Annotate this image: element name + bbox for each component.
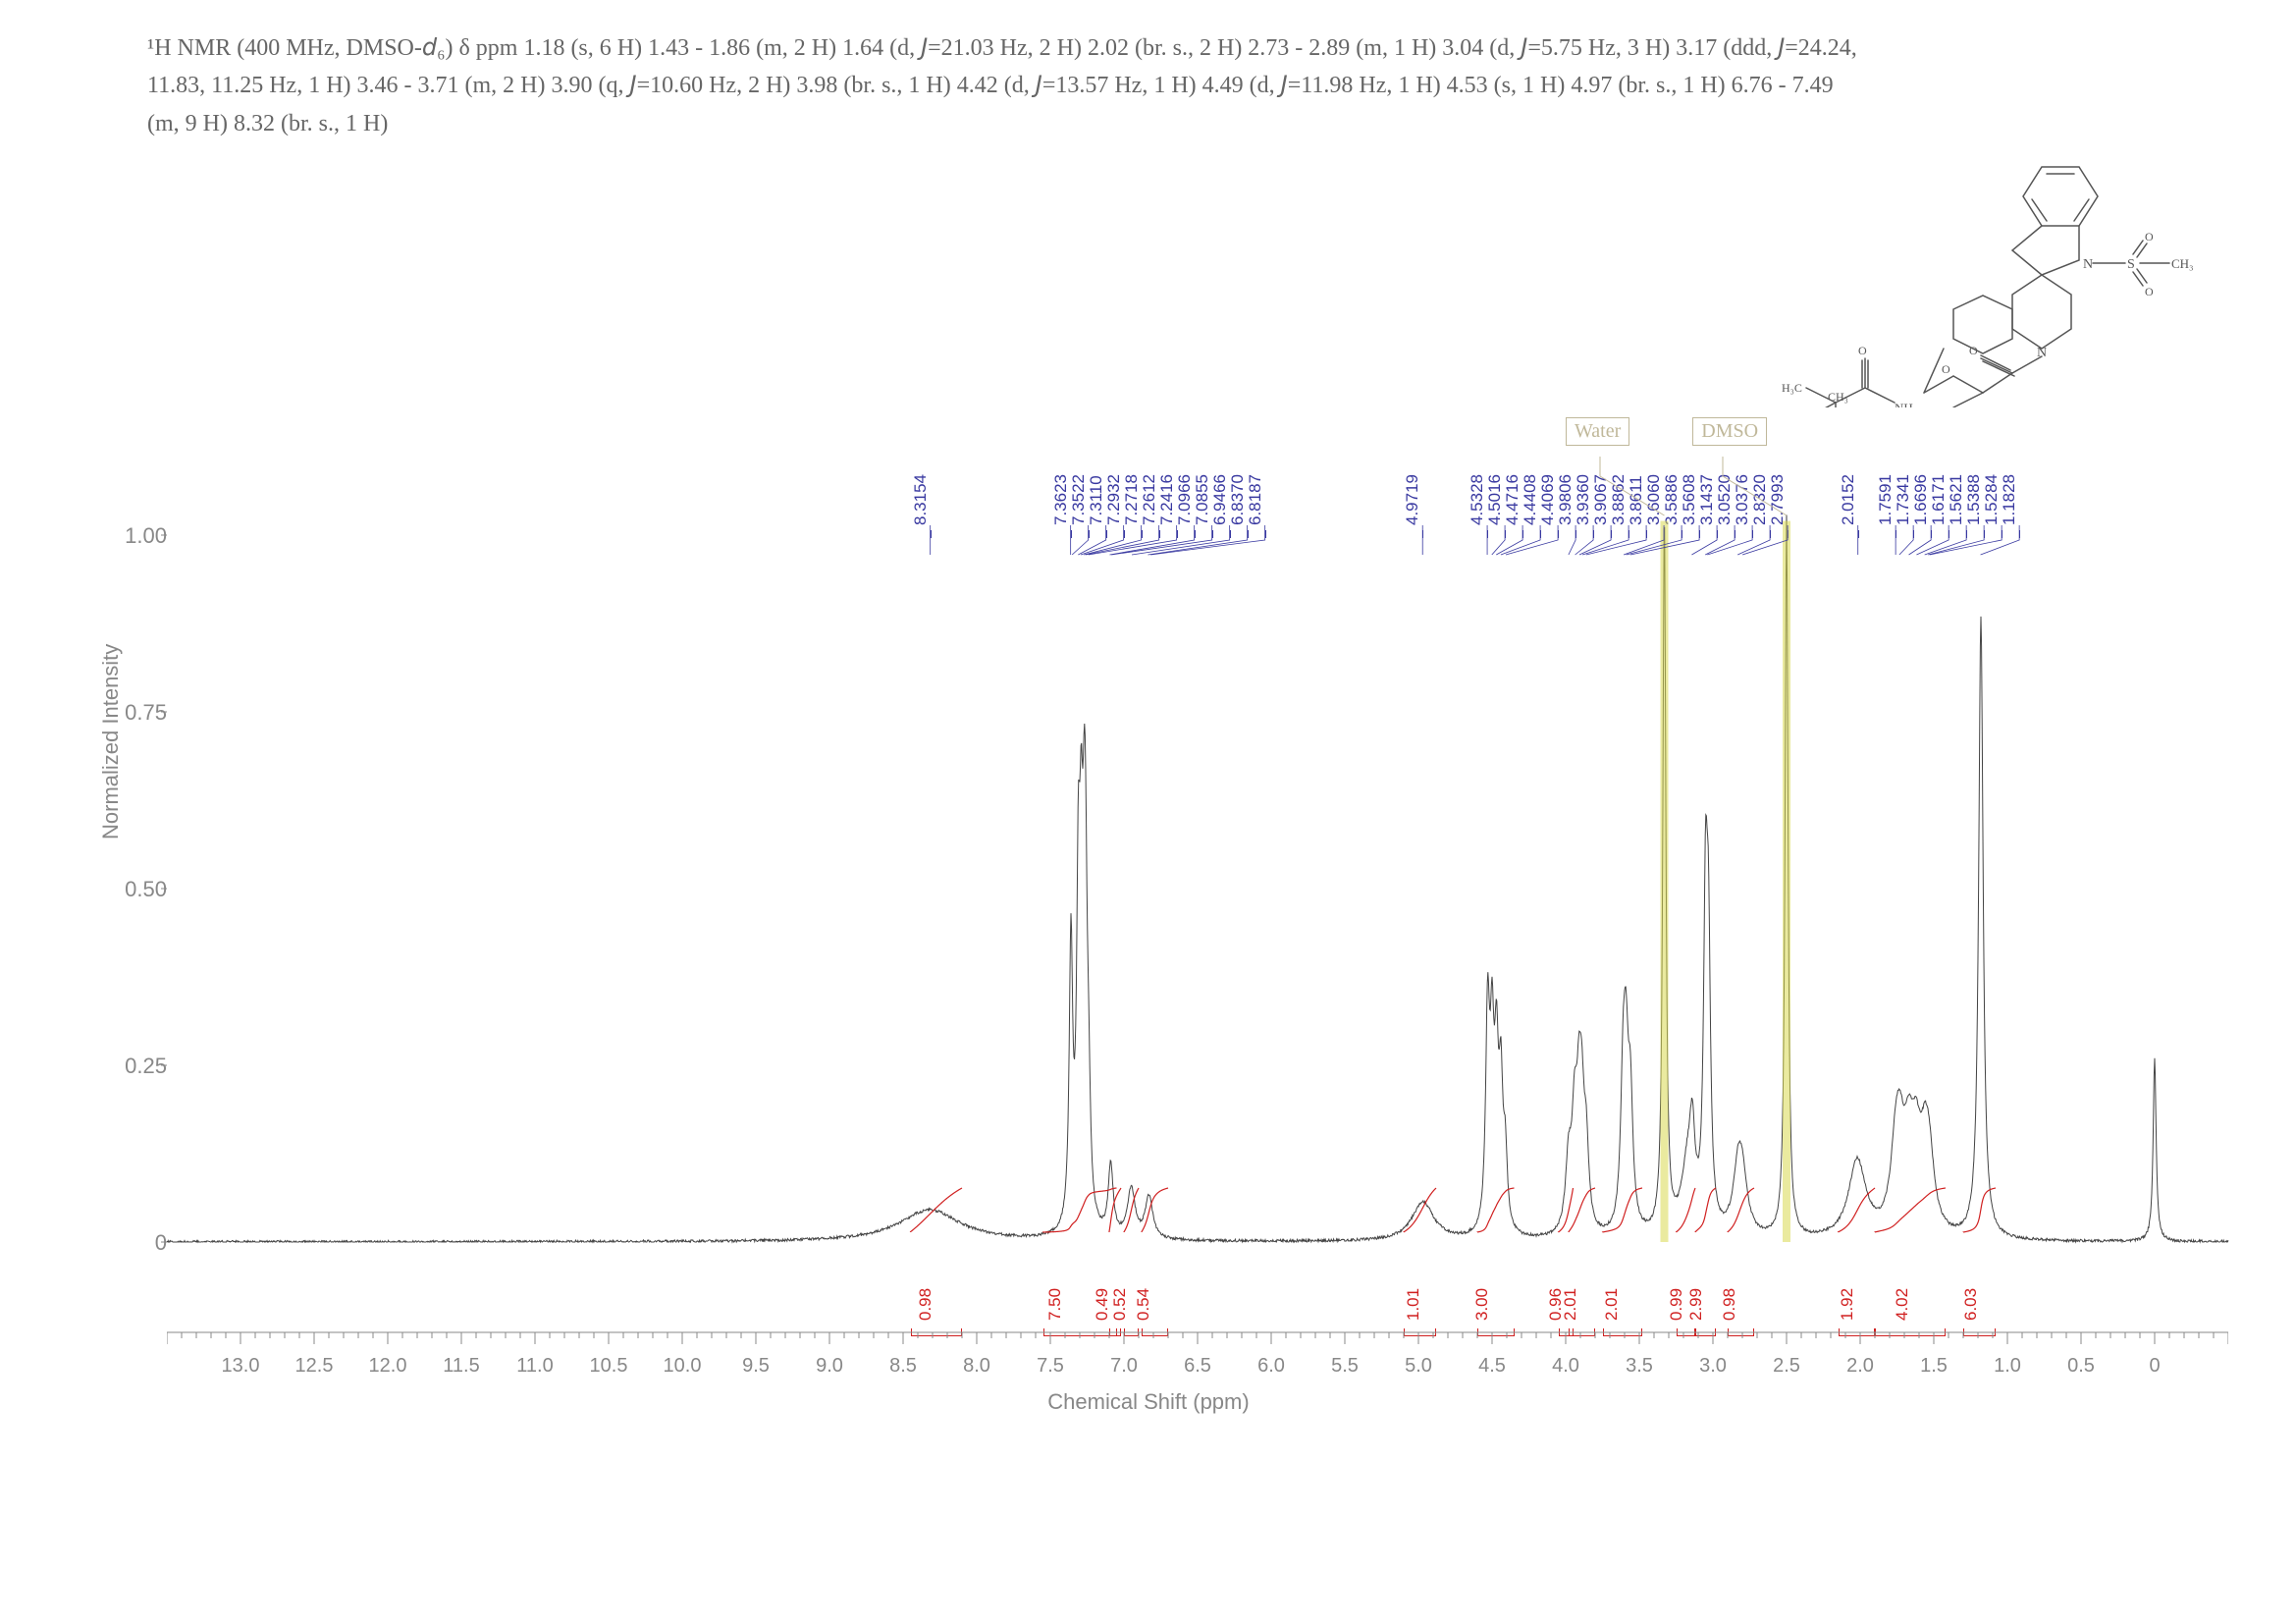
integration-value: 6.03 — [1961, 1288, 1981, 1321]
x-tick-label: 2.0 — [1846, 1355, 1874, 1378]
svg-text:O: O — [1942, 362, 1950, 376]
x-tick-label: 6.0 — [1257, 1355, 1285, 1378]
y-tick-label: 0.25 — [125, 1054, 167, 1079]
x-tick-label: 12.5 — [295, 1355, 334, 1378]
x-tick-label: 2.5 — [1773, 1355, 1800, 1378]
x-tick-label: 11.5 — [443, 1355, 479, 1378]
x-tick-label: 3.5 — [1626, 1355, 1653, 1378]
x-tick-label: 3.0 — [1699, 1355, 1727, 1378]
integration-value: 2.01 — [1602, 1288, 1622, 1321]
x-tick-label: 5.5 — [1331, 1355, 1359, 1378]
integration-value: 0.52 — [1110, 1288, 1130, 1321]
x-tick-label: 7.5 — [1037, 1355, 1064, 1378]
integration-value: 0.49 — [1093, 1288, 1112, 1321]
integration-value: 7.50 — [1045, 1288, 1065, 1321]
y-tick-label: 0 — [155, 1230, 167, 1256]
integration-value: 3.00 — [1472, 1288, 1492, 1321]
svg-text:CH₃: CH₃ — [2171, 256, 2194, 271]
svg-text:CH₃: CH₃ — [1828, 390, 1848, 404]
svg-text:O: O — [2145, 285, 2154, 298]
x-tick-label: 4.5 — [1478, 1355, 1506, 1378]
integration-value: 0.99 — [1667, 1288, 1686, 1321]
integration-value: 2.01 — [1561, 1288, 1580, 1321]
x-tick-label: 10.0 — [664, 1355, 702, 1378]
y-tick-label: 0.75 — [125, 700, 167, 726]
x-tick-label: 4.0 — [1552, 1355, 1579, 1378]
integration-labels: 0.987.500.490.520.541.013.000.962.012.01… — [167, 1252, 2228, 1321]
solvent-dmso-label: DMSO — [1692, 417, 1767, 446]
integration-value: 0.54 — [1134, 1288, 1153, 1321]
x-tick-label: 7.0 — [1110, 1355, 1138, 1378]
x-tick-label: 1.0 — [1994, 1355, 2021, 1378]
x-tick-label: 5.0 — [1405, 1355, 1432, 1378]
svg-text:O: O — [1858, 344, 1867, 357]
nmr-figure: N S O O CH₃ N O — [39, 152, 2258, 1576]
chemical-structure: N S O O CH₃ N O — [1590, 152, 2199, 407]
x-tick-label: 0 — [2149, 1355, 2160, 1378]
x-tick-label: 10.5 — [590, 1355, 628, 1378]
x-tick-label: 1.5 — [1920, 1355, 1948, 1378]
integration-value: 4.02 — [1893, 1288, 1912, 1321]
integration-value: 1.92 — [1838, 1288, 1857, 1321]
x-tick-label: 6.5 — [1184, 1355, 1211, 1378]
y-axis-ticks: 0 0.25 0.50 0.75 1.00 — [118, 496, 167, 1301]
nmr-summary-text: ¹H NMR (400 MHz, DMSO-𝘥₆) δ ppm 1.18 (s,… — [147, 29, 1865, 142]
x-tick-label: 12.0 — [369, 1355, 407, 1378]
y-tick-label: 0.50 — [125, 877, 167, 902]
svg-text:H₃C: H₃C — [1782, 381, 1802, 395]
integration-value: 0.98 — [1720, 1288, 1739, 1321]
svg-text:O: O — [2145, 230, 2154, 243]
x-tick-label: 8.5 — [889, 1355, 917, 1378]
x-tick-label: 9.0 — [816, 1355, 843, 1378]
x-tick-label: 13.0 — [222, 1355, 260, 1378]
x-tick-label: 8.0 — [963, 1355, 990, 1378]
x-tick-label: 9.5 — [742, 1355, 770, 1378]
svg-text:N: N — [2083, 257, 2093, 272]
svg-text:NH: NH — [1895, 401, 1913, 407]
integration-value: 1.01 — [1404, 1288, 1423, 1321]
x-tick-label: 11.0 — [516, 1355, 553, 1378]
y-tick-label: 1.00 — [125, 523, 167, 549]
integration-value: 0.98 — [916, 1288, 935, 1321]
solvent-water-label: Water — [1566, 417, 1629, 446]
x-tick-label: 0.5 — [2067, 1355, 2095, 1378]
x-axis-label: Chemical Shift (ppm) — [39, 1389, 2258, 1415]
solvent-labels: Water DMSO — [1566, 417, 1826, 446]
integration-value: 2.99 — [1686, 1288, 1706, 1321]
svg-text:S: S — [2127, 257, 2135, 272]
nmr-spectrum-plot — [167, 496, 2228, 1301]
